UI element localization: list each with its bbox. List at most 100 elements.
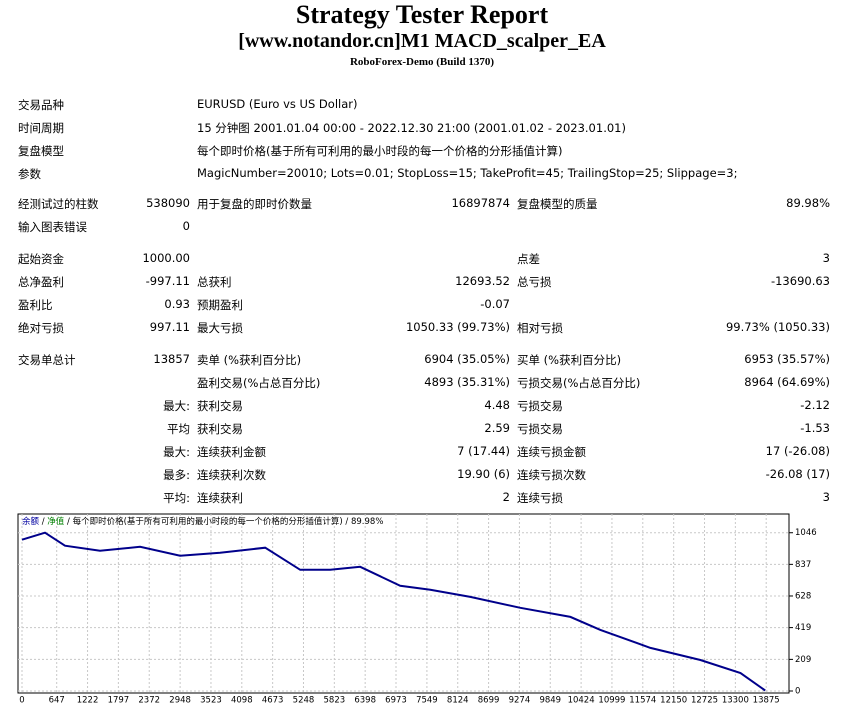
x-tick-label: 8124 <box>447 696 469 706</box>
x-tick-label: 4673 <box>262 696 284 706</box>
x-tick-label: 5248 <box>293 696 315 706</box>
table-cell: 交易单总计 <box>18 353 76 367</box>
table-cell: -2.12 <box>800 398 830 412</box>
x-tick-label: 0 <box>19 696 24 706</box>
table-cell: -26.08 (17) <box>765 467 830 481</box>
table-cell: 6904 (35.05%) <box>424 352 510 366</box>
table-row: 时间周期 15 分钟图 2001.01.04 00:00 - 2022.12.30… <box>0 120 844 138</box>
table-row: 平均: 连续获利 2 连续亏损 3 <box>0 490 844 508</box>
table-cell: 12693.52 <box>455 274 510 288</box>
x-tick-label: 6973 <box>385 696 407 706</box>
y-tick-label: 209 <box>795 655 811 665</box>
table-cell: -997.11 <box>145 274 190 288</box>
table-cell: 经测试过的柱数 <box>18 197 99 211</box>
y-tick-label: 0 <box>795 687 800 697</box>
table-cell: 99.73% (1050.33) <box>725 320 830 334</box>
table-cell: 2.59 <box>484 421 510 435</box>
x-tick-label: 6398 <box>354 696 376 706</box>
table-cell: 买单 (%获利百分比) <box>517 353 622 367</box>
table-cell: 亏损交易(%占总百分比) <box>517 376 641 390</box>
table-row: 复盘模型 每个即时价格(基于所有可利用的最小时段的每一个价格的分形插值计算) <box>0 143 844 161</box>
x-tick-label: 647 <box>49 696 65 706</box>
table-cell: 7 (17.44) <box>457 444 510 458</box>
table-row: 输入图表错误 0 <box>0 219 844 237</box>
table-cell: 获利交易 <box>197 422 243 436</box>
table-cell: 总亏损 <box>517 275 552 289</box>
x-tick-label: 2372 <box>138 696 160 706</box>
table-row: 交易单总计 13857 卖单 (%获利百分比) 6904 (35.05%) 买单 (%获… <box>0 352 844 370</box>
legend-entry: / 每个即时价格(基于所有可利用的最小时段的每一个价格的分形插值计算) / 89… <box>67 516 383 527</box>
table-cell: 最大亏损 <box>197 321 243 335</box>
table-cell: 点差 <box>517 252 540 266</box>
table-cell: 总净盈利 <box>18 275 64 289</box>
table-cell: 复盘模型 <box>18 144 64 158</box>
table-row: 参数 MagicNumber=20010; Lots=0.01; StopLoss… <box>0 166 844 184</box>
report-subtitle: [www.notandor.cn]M1 MACD_scalper_EA <box>238 30 606 52</box>
table-cell: 亏损交易 <box>517 422 563 436</box>
table-cell: 起始资金 <box>18 252 64 266</box>
table-cell: 15 分钟图 2001.01.04 00:00 - 2022.12.30 21:… <box>197 121 626 135</box>
legend-entry: 净值 <box>47 516 65 527</box>
table-cell: 8964 (64.69%) <box>744 375 830 389</box>
table-row: 盈利交易(%占总百分比) 4893 (35.31%) 亏损交易(%占总百分比) 896… <box>0 375 844 393</box>
x-tick-label: 12150 <box>660 696 687 706</box>
x-tick-label: 1222 <box>77 696 99 706</box>
table-cell: 最大: <box>163 399 190 413</box>
table-cell: 盈利交易(%占总百分比) <box>197 376 321 390</box>
balance-line <box>21 531 766 692</box>
table-row: 总净盈利 -997.11 总获利 12693.52 总亏损 -13690.63 <box>0 274 844 292</box>
table-row: 最多: 连续获利次数 19.90 (6) 连续亏损次数 -26.08 (17) <box>0 467 844 485</box>
y-tick-label: 1046 <box>795 528 817 538</box>
table-cell: -1.53 <box>800 421 830 435</box>
legend-entry: 余额 <box>22 516 40 527</box>
y-tick-label: 628 <box>795 591 811 601</box>
x-tick-label: 12725 <box>691 696 718 706</box>
x-tick-label: 11574 <box>629 696 656 706</box>
table-row: 最大: 获利交易 4.48 亏损交易 -2.12 <box>0 398 844 416</box>
table-cell: 预期盈利 <box>197 298 243 312</box>
table-cell: 538090 <box>146 196 190 210</box>
table-row: 交易品种 EURUSD (Euro vs US Dollar) <box>0 97 844 115</box>
table-cell: 总获利 <box>197 275 232 289</box>
table-cell: 连续获利 <box>197 491 243 505</box>
table-cell: 4.48 <box>484 398 510 412</box>
table-cell: 相对亏损 <box>517 321 563 335</box>
legend-entry: / <box>42 517 45 527</box>
table-cell: 参数 <box>18 167 41 181</box>
table-cell: 盈利比 <box>18 298 53 312</box>
table-row: 最大: 连续获利金额 7 (17.44) 连续亏损金额 17 (-26.08) <box>0 444 844 462</box>
x-tick-label: 9849 <box>539 696 561 706</box>
x-tick-label: 7549 <box>416 696 438 706</box>
table-cell: -13690.63 <box>770 274 830 288</box>
x-tick-label: 3523 <box>200 696 222 706</box>
table-cell: 4893 (35.31%) <box>424 375 510 389</box>
table-row: 经测试过的柱数 538090 用于复盘的即时价数量 16897874 复盘模型的质量 89… <box>0 196 844 214</box>
table-cell: 连续亏损 <box>517 491 563 505</box>
table-cell: 亏损交易 <box>517 399 563 413</box>
y-tick-label: 837 <box>795 560 811 570</box>
table-cell: 3 <box>822 490 830 504</box>
table-cell: 连续亏损次数 <box>517 468 586 482</box>
table-cell: 89.98% <box>786 196 830 210</box>
table-cell: MagicNumber=20010; Lots=0.01; StopLoss=1… <box>197 166 738 180</box>
table-cell: 3 <box>822 251 830 265</box>
table-cell: 2 <box>502 490 510 504</box>
table-cell: 获利交易 <box>197 399 243 413</box>
table-cell: 时间周期 <box>18 121 64 135</box>
x-tick-label: 4098 <box>231 696 253 706</box>
x-tick-label: 1797 <box>108 696 130 706</box>
table-row: 起始资金 1000.00 点差 3 <box>0 251 844 269</box>
table-cell: 连续获利次数 <box>197 468 266 482</box>
x-tick-label: 8699 <box>478 696 500 706</box>
table-cell: 卖单 (%获利百分比) <box>197 353 302 367</box>
x-tick-label: 5823 <box>324 696 346 706</box>
table-cell: 1050.33 (99.73%) <box>405 320 510 334</box>
x-tick-label: 9274 <box>509 696 531 706</box>
table-cell: 17 (-26.08) <box>765 444 830 458</box>
x-tick-label: 2948 <box>169 696 191 706</box>
table-cell: 绝对亏损 <box>18 321 64 335</box>
table-cell: 997.11 <box>149 320 190 334</box>
table-cell: 0.93 <box>164 297 190 311</box>
table-cell: EURUSD (Euro vs US Dollar) <box>197 97 358 111</box>
